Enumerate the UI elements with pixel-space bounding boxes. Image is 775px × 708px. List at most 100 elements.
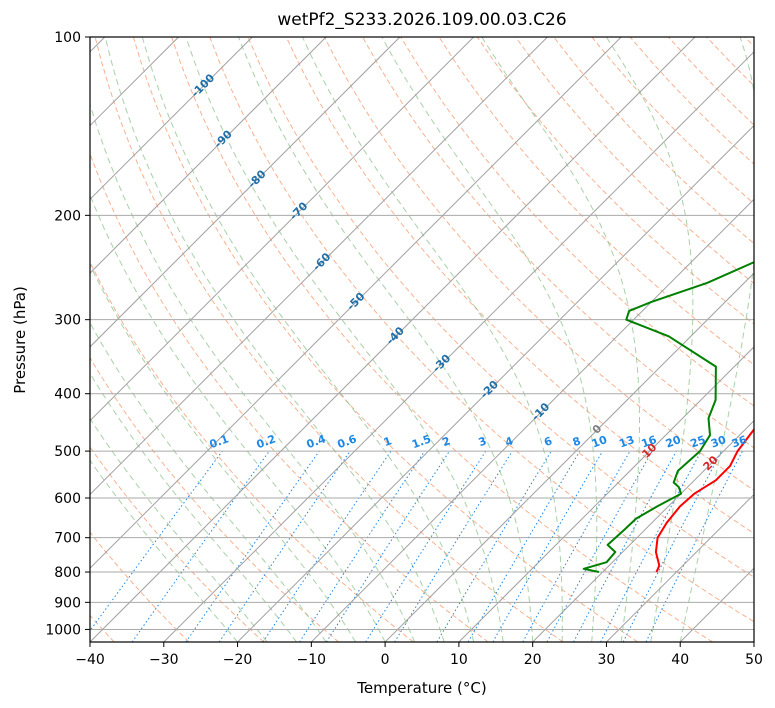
isotherm [90,37,475,422]
mixing-ratio-line [262,450,392,642]
mixing-ratio-line [90,450,223,632]
dry-adiabat [515,37,754,285]
mixing-ratio-line [131,450,270,642]
y-axis: 100 200 300 400 500 600 700 800 900 1000 [45,30,90,638]
mixing-ratio-line [185,450,320,642]
dry-adiabat [90,356,339,642]
moist-adiabat [90,459,238,642]
isotherm [90,37,696,642]
y-tick-label: 200 [54,208,81,224]
isotherm [90,37,327,274]
mixing-ratio-line [325,450,450,642]
isotherm [163,51,754,642]
x-tick-label: −10 [297,652,327,668]
x-tick-label: 40 [671,652,689,668]
moist-adiabat [90,193,386,642]
isotherm [310,198,754,642]
mixing-ratio-line [394,450,513,642]
mixing-ratio-label: 6 [542,434,554,449]
isotherm [237,124,754,642]
y-tick-label: 1000 [45,622,81,638]
dry-adiabat [438,37,754,366]
x-tick-label: −40 [75,652,105,668]
x-axis: −40 −30 −20 −10 0 10 20 30 40 50 [75,642,763,668]
mixing-ratio-label: 3 [477,434,489,449]
moist-adiabat [104,37,445,642]
dry-adiabat [171,37,713,642]
background-lines [90,37,754,642]
mixing-ratio-label: 0.6 [336,432,359,451]
mixing-ratio-label: 0.1 [208,432,231,451]
dewpoint-line [582,260,754,573]
x-tick-label: −30 [149,652,179,668]
y-tick-label: 600 [54,491,81,507]
moist-adiabat [90,263,357,642]
y-tick-label: 900 [54,595,81,611]
x-tick-label: 50 [745,652,763,668]
moist-adiabat [605,37,694,642]
isotherm [90,37,548,496]
mixing-ratio-label: 0.2 [255,432,278,451]
moist-adiabat [185,37,504,642]
plot-frame [89,36,755,643]
dry-adiabat [94,37,564,642]
isotherm [532,419,754,642]
moist-adiabat [302,37,563,642]
y-tick-label: 400 [54,387,81,403]
mixing-ratio-line [573,450,677,642]
temperature-line [654,427,754,573]
isotherm [606,493,754,642]
y-tick-label: 100 [54,30,81,46]
mixing-ratio-label: 30 [709,433,728,451]
mixing-ratio-label: 8 [571,434,583,449]
dry-adiabat [209,37,754,623]
y-tick-label: 500 [54,444,81,460]
mixing-ratio-line [299,450,426,642]
mixing-ratio-label: 0.4 [305,432,328,451]
mixing-ratio-label: 36 [730,433,749,451]
chart-title: wetPf2_S233.2026.109.00.03.C26 [277,10,566,30]
mixing-ratio-line [522,450,631,642]
y-tick-label: 800 [54,565,81,581]
isotherm [458,346,754,642]
mixing-ratio-line [546,450,653,642]
moist-adiabat [679,37,754,642]
moist-adiabat [90,321,327,642]
mixing-ratio-label: 1 [382,434,394,449]
mixing-ratio-line [645,450,743,642]
dry-adiabat [90,531,190,642]
moist-adiabat [481,37,640,642]
x-axis-label: Temperature (°C) [356,679,486,697]
mixing-ratio-label: 13 [617,433,636,450]
isotherm [90,37,622,569]
y-axis-label: Pressure (hPa) [11,286,29,394]
x-tick-label: 20 [524,652,542,668]
moist-adiabat [141,37,475,642]
plot-area [90,37,754,642]
moist-adiabat [90,102,416,642]
moist-adiabat [90,417,268,642]
dry-adiabat [132,37,639,642]
mixing-ratio-label: 4 [503,434,515,449]
mixing-ratio-label: 2 [440,434,452,449]
isotherm [90,37,253,201]
mixing-ratio-label: 20 [664,433,683,451]
dry-adiabat [90,446,265,642]
moist-adiabat [238,37,534,642]
mixing-ratio-label: 1.5 [410,432,433,451]
dry-adiabat [90,152,489,642]
mixing-ratio-label: 25 [689,433,708,450]
isotherm [90,37,401,348]
y-tick-label: 300 [54,313,81,329]
mixing-ratio-line [218,450,351,642]
dry-adiabat [323,37,754,491]
x-tick-label: 10 [450,652,468,668]
dry-adiabat [362,37,754,449]
pressure-grid [90,37,754,630]
x-tick-label: −20 [223,652,253,668]
mixing-ratio-label: 16 [640,433,659,451]
x-tick-label: 30 [598,652,616,668]
moist-adiabat [381,37,598,642]
isotherm [384,272,754,642]
